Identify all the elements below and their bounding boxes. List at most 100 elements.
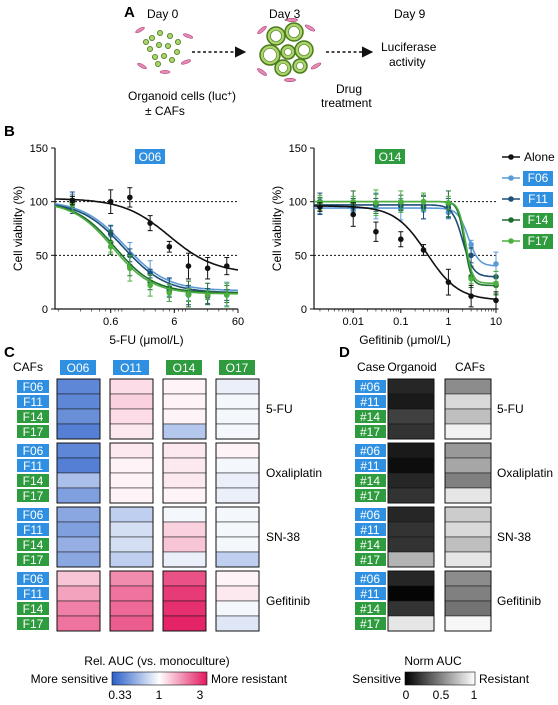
cell-6 — [164, 43, 171, 50]
heat-cell — [215, 600, 260, 617]
drug-label-5-FU: 5-FU — [497, 402, 524, 416]
row-badge-#11 — [355, 395, 386, 408]
legend-marker-Alone — [508, 154, 514, 160]
title-badge — [135, 149, 165, 164]
heat-cell — [215, 570, 260, 587]
heat-cell — [444, 472, 492, 489]
row-label-F06: F06 — [23, 572, 44, 586]
point-Alone — [147, 220, 153, 226]
point-Alone — [373, 228, 379, 235]
scale-high-label: More resistant — [211, 672, 288, 686]
column-badge-O11 — [113, 360, 149, 375]
column-label-O14: O14 — [173, 361, 196, 375]
block-border — [387, 378, 435, 440]
drug-label-5-FU: 5-FU — [266, 402, 293, 416]
organoid-lumen-3 — [284, 48, 292, 56]
x-axis-label: 5-FU (μmol/L) — [109, 333, 183, 347]
row-badge-F14 — [17, 538, 49, 551]
heat-cell — [387, 570, 435, 587]
heat-cell — [444, 457, 492, 474]
panel-a: A Day 0 Day 3 Day 9 Organoid cells (luc+… — [124, 4, 437, 118]
heat-cell — [215, 378, 260, 395]
point-F17 — [445, 199, 452, 206]
cell-10 — [168, 57, 175, 64]
drug-label-Gefitinib: Gefitinib — [266, 594, 310, 608]
legend-badge-F14 — [523, 213, 553, 228]
block-border — [56, 506, 101, 568]
scale-tick: 1 — [471, 688, 478, 702]
heat-cell — [444, 585, 492, 602]
heat-cell — [215, 393, 260, 410]
row-label-F14: F14 — [23, 538, 44, 552]
day9-label: Day 9 — [394, 7, 426, 21]
heat-cell — [56, 600, 101, 617]
heat-cell — [162, 378, 207, 395]
row-label-#17: #17 — [360, 425, 380, 439]
column-label-O06: O06 — [67, 361, 90, 375]
block-border — [56, 378, 101, 440]
x-tick-label: 0.01 — [343, 316, 364, 328]
legend-badge-F11 — [523, 192, 553, 207]
organoid-lumen-4 — [298, 44, 310, 56]
point-F17 — [493, 280, 499, 287]
legend-badge-F17 — [523, 234, 553, 249]
heat-cell — [109, 570, 154, 587]
row-badge-F06 — [17, 508, 49, 521]
row-badge-#14 — [355, 474, 386, 487]
row-badge-#17 — [355, 425, 386, 438]
row-badge-#11 — [355, 587, 386, 600]
heat-cell — [444, 600, 492, 617]
row-label-#14: #14 — [360, 410, 380, 424]
heat-cell — [109, 472, 154, 489]
row-badge-F06 — [17, 444, 49, 457]
y-tick-label: 100 — [30, 197, 48, 209]
column-label-CAFs: CAFs — [455, 360, 485, 374]
row-badge-#06 — [355, 380, 386, 393]
block-border — [444, 506, 492, 568]
point-F06 — [468, 241, 474, 248]
curve-F17 — [314, 200, 496, 284]
caf3-0 — [257, 25, 267, 35]
point-Alone — [350, 211, 357, 218]
heatmap-c: CAFs O06 O11 O14 O17F06F11F14F175-FUF06F11F1… — [13, 360, 322, 702]
caf3-2 — [310, 62, 322, 70]
heat-cell — [387, 408, 435, 425]
x-tick-label: 10 — [490, 316, 502, 328]
row-header: CAFs — [13, 360, 43, 374]
heat-cell — [109, 393, 154, 410]
organoid-lumen-6 — [296, 62, 304, 70]
y-tick-label: 150 — [289, 143, 307, 155]
point-F06 — [493, 261, 499, 267]
heat-cell — [162, 570, 207, 587]
row-badge-F11 — [17, 395, 49, 408]
point-F17 — [398, 198, 404, 205]
block-border — [162, 442, 207, 504]
heat-cell — [387, 615, 435, 632]
heat-cell — [215, 472, 260, 489]
heat-cell — [162, 536, 207, 553]
column-label-Organoid: Organoid — [387, 360, 436, 374]
row-badge-F14 — [17, 474, 49, 487]
y-tick-label: 100 — [289, 197, 307, 209]
y-axis-label: Cell viability (%) — [11, 186, 25, 271]
heat-cell — [444, 487, 492, 504]
row-label-#11: #11 — [360, 395, 379, 409]
heat-cell — [215, 615, 260, 632]
point-Alone — [204, 265, 211, 272]
heat-cell — [215, 408, 260, 425]
legend-badge-F06 — [523, 171, 553, 186]
row-badge-#14 — [355, 602, 386, 615]
scale-low-label: Sensitive — [352, 672, 401, 686]
row-label-F06: F06 — [23, 508, 44, 522]
heat-cell — [215, 521, 260, 538]
title-badge — [375, 149, 405, 164]
cell-1 — [156, 29, 163, 36]
heat-cell — [215, 457, 260, 474]
heat-cell — [215, 423, 260, 440]
heat-cell — [162, 423, 207, 440]
heat-cell — [56, 423, 101, 440]
heat-cell — [444, 521, 492, 538]
heat-cell — [162, 521, 207, 538]
x-tick-label: 0.1 — [393, 316, 408, 328]
heatmap-d: Case Organoid CAFs#06#11#14#175-FU#06#11#1… — [352, 360, 553, 702]
